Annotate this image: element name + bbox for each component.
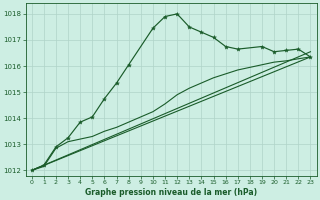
X-axis label: Graphe pression niveau de la mer (hPa): Graphe pression niveau de la mer (hPa) bbox=[85, 188, 257, 197]
